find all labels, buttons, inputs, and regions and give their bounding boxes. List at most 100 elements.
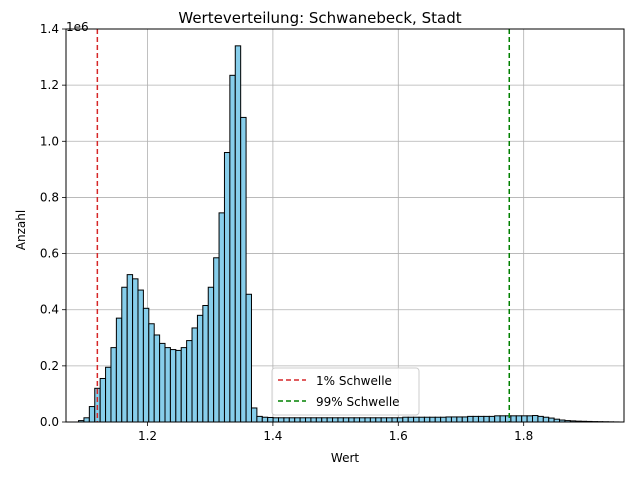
x-tick-label: 1.6 bbox=[389, 429, 408, 443]
histogram-bar bbox=[310, 417, 317, 423]
histogram-bar bbox=[196, 314, 204, 423]
histogram-bar bbox=[477, 415, 485, 423]
x-tick-label: 1.8 bbox=[514, 429, 533, 443]
histogram-bar bbox=[250, 407, 258, 423]
y-axis-offset-label: 1e6 bbox=[66, 20, 89, 34]
plot-frame bbox=[65, 28, 625, 423]
histogram-bar bbox=[191, 327, 198, 423]
histogram-bar bbox=[423, 416, 431, 423]
histogram-bar bbox=[483, 415, 490, 423]
histogram-bar bbox=[548, 417, 555, 423]
histogram-bar bbox=[386, 417, 393, 423]
threshold-lines bbox=[96, 29, 511, 422]
y-tick-label: 0.8 bbox=[40, 190, 59, 204]
histogram-bar bbox=[364, 417, 371, 423]
y-axis-ticks: 0.0 0.2 0.4 0.6 0.8 1.0 1.2 1.4 bbox=[40, 22, 66, 429]
histogram-bar bbox=[240, 116, 247, 423]
histogram-bar bbox=[288, 417, 296, 423]
histogram-bar bbox=[348, 417, 355, 423]
histogram-bar bbox=[234, 45, 242, 423]
legend-label-99pct: 99% Schwelle bbox=[316, 395, 400, 409]
histogram-bar bbox=[202, 305, 209, 423]
histogram-bar bbox=[278, 417, 285, 423]
y-tick-label: 0.6 bbox=[40, 247, 59, 261]
histogram-bar bbox=[515, 415, 523, 423]
y-tick-label: 1.0 bbox=[40, 134, 59, 148]
y-axis-label: Anzahl bbox=[14, 210, 28, 250]
histogram-bar bbox=[499, 415, 506, 423]
histogram-bar bbox=[261, 416, 269, 423]
histogram-bar bbox=[115, 317, 123, 423]
histogram-bar bbox=[294, 417, 301, 423]
histogram-bar bbox=[440, 416, 447, 423]
histogram-bar bbox=[110, 347, 117, 423]
x-tick-label: 1.2 bbox=[138, 429, 157, 443]
histogram-bar bbox=[467, 415, 474, 423]
histogram-bar bbox=[99, 377, 107, 423]
histogram-bar bbox=[121, 286, 128, 423]
histogram-bar bbox=[494, 415, 501, 423]
histogram-bar bbox=[169, 349, 177, 423]
histogram-bar bbox=[521, 415, 528, 423]
histogram-bar bbox=[461, 416, 469, 423]
y-tick-label: 0.2 bbox=[40, 359, 59, 373]
histogram-bar bbox=[256, 415, 263, 423]
histogram-bar bbox=[353, 417, 361, 423]
histogram-bar bbox=[88, 406, 96, 423]
histogram-bar bbox=[456, 416, 463, 423]
histogram-bar bbox=[369, 417, 377, 423]
histogram-bar bbox=[391, 417, 398, 423]
histogram-bar bbox=[532, 415, 539, 423]
histogram-bar bbox=[105, 366, 112, 423]
histogram-bar bbox=[267, 417, 274, 423]
histogram-bar bbox=[137, 289, 144, 423]
legend: 1% Schwelle 99% Schwelle bbox=[271, 367, 420, 416]
legend-box bbox=[271, 367, 420, 416]
grid-lines bbox=[66, 28, 624, 423]
histogram-bar bbox=[142, 307, 150, 423]
x-axis-label: Wert bbox=[331, 451, 359, 465]
histogram-bar bbox=[299, 417, 307, 423]
histogram-bar bbox=[148, 323, 155, 423]
histogram-bar bbox=[229, 74, 236, 423]
histogram-bar bbox=[472, 415, 479, 423]
histogram-bar bbox=[445, 416, 452, 423]
x-tick-label: 1.4 bbox=[263, 429, 282, 443]
histogram-bar bbox=[488, 415, 496, 423]
histogram-bar bbox=[218, 212, 225, 423]
histogram-bar bbox=[542, 416, 550, 423]
histogram-bar bbox=[283, 417, 290, 423]
histogram-bar bbox=[175, 349, 182, 423]
histogram-bar bbox=[207, 286, 215, 423]
histogram-bar bbox=[272, 417, 280, 423]
histogram-bar bbox=[337, 417, 344, 423]
histogram-bar bbox=[434, 416, 442, 423]
histogram-bar bbox=[132, 278, 139, 423]
histogram-bar bbox=[326, 417, 334, 423]
histogram-bar bbox=[380, 417, 388, 423]
histogram-bar bbox=[126, 274, 134, 423]
histogram-bar bbox=[223, 152, 231, 423]
histogram-bar bbox=[418, 416, 425, 423]
histogram-bar bbox=[359, 417, 366, 423]
histogram-bar bbox=[180, 347, 188, 423]
y-tick-label: 1.2 bbox=[40, 78, 59, 92]
histogram-bar bbox=[305, 417, 312, 423]
y-tick-label: 1.4 bbox=[40, 22, 59, 36]
histogram-bar bbox=[153, 334, 161, 423]
histogram-bar bbox=[429, 416, 436, 423]
histogram-bar bbox=[450, 416, 458, 423]
histogram-bar bbox=[402, 416, 409, 423]
histogram-bar bbox=[159, 342, 166, 423]
histogram-bar bbox=[413, 416, 420, 423]
histogram-bar bbox=[332, 417, 339, 423]
histogram-bar bbox=[83, 417, 90, 423]
histogram-bar bbox=[375, 417, 382, 423]
histogram-bar bbox=[510, 415, 517, 423]
histogram-bar bbox=[396, 417, 404, 423]
histogram-bar bbox=[164, 347, 171, 423]
histogram-bar bbox=[186, 340, 193, 423]
histogram-bar bbox=[245, 293, 252, 423]
histogram-bar bbox=[213, 257, 220, 423]
